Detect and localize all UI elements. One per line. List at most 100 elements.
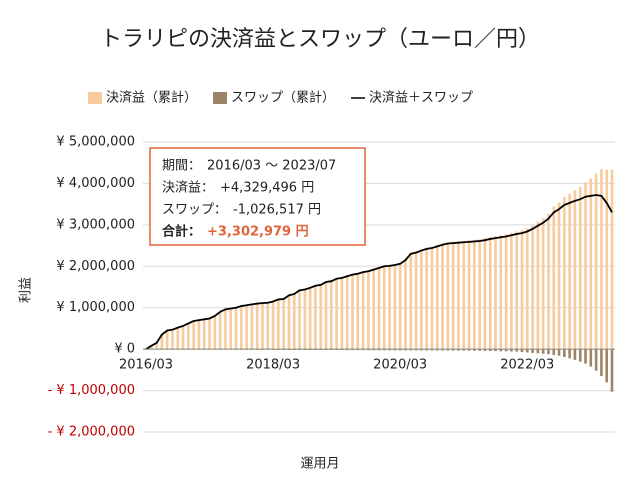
bar — [181, 325, 185, 350]
bar — [435, 245, 439, 350]
bar — [584, 182, 587, 350]
bar — [176, 327, 180, 350]
y-tick-label: ¥ 2,000,000 — [56, 259, 135, 274]
bar — [446, 349, 450, 351]
annotation-text: 2016/03 ～ 2023/07 — [207, 159, 336, 174]
bar — [398, 349, 402, 351]
bar — [335, 277, 338, 350]
bar — [547, 349, 550, 355]
bar — [240, 305, 243, 350]
annotation-label: 決済益： — [162, 180, 214, 196]
x-tick-label: 2016/03 — [119, 358, 173, 373]
bar — [356, 349, 360, 351]
bar — [504, 349, 508, 352]
legend-label: スワップ（累計） — [231, 90, 335, 106]
bar — [292, 293, 296, 350]
bar — [218, 311, 222, 350]
bar — [435, 349, 439, 351]
bar — [494, 349, 497, 352]
bar — [589, 178, 593, 350]
bar — [531, 225, 534, 350]
bar — [425, 349, 428, 351]
bar — [298, 289, 301, 350]
bar — [202, 318, 206, 350]
bar — [393, 263, 397, 350]
bar — [473, 239, 476, 350]
y-axis-label: 利益 — [19, 277, 34, 303]
bar — [488, 349, 492, 352]
bar — [605, 169, 609, 350]
bar — [600, 168, 603, 350]
bar — [382, 265, 386, 350]
bar — [155, 342, 158, 350]
bar — [457, 241, 460, 350]
bar — [213, 315, 217, 350]
x-tick-label: 2022/03 — [500, 358, 554, 373]
bar — [594, 349, 598, 371]
bar — [287, 294, 291, 350]
bar — [409, 349, 413, 351]
y-tick-label: ¥ 1,000,000 — [56, 300, 135, 315]
bar — [520, 230, 524, 350]
bar — [303, 288, 307, 350]
bar — [510, 349, 513, 352]
bar — [478, 349, 481, 351]
bar — [573, 190, 577, 350]
bar — [197, 319, 201, 350]
annotation-text: +3,302,979 円 — [207, 225, 309, 240]
bar — [361, 271, 365, 350]
x-tick-label: 2020/03 — [373, 358, 427, 373]
annotation-label: 合計： — [162, 224, 201, 240]
bar — [547, 213, 550, 350]
bar — [525, 228, 529, 350]
bar — [377, 266, 381, 350]
bar — [552, 349, 556, 355]
bar — [430, 349, 434, 351]
y-tick-label: - ¥ 1,000,000 — [48, 383, 135, 398]
annotation-label: スワップ： — [162, 203, 227, 218]
bar — [314, 284, 317, 350]
bar — [446, 242, 450, 350]
bar — [361, 349, 365, 351]
bar — [345, 275, 349, 350]
bar — [510, 232, 513, 350]
bar — [192, 320, 195, 350]
line — [145, 194, 613, 350]
bar — [420, 249, 423, 350]
bar — [610, 169, 614, 350]
y-tick-label: ¥ 5,000,000 — [56, 135, 135, 150]
y-tick-label: - ¥ 2,000,000 — [48, 425, 135, 440]
bar — [404, 349, 407, 351]
bar — [483, 238, 487, 350]
chart-title: トラリピの決済益とスワップ（ユーロ／円） — [100, 27, 540, 52]
bar — [266, 302, 270, 350]
bar — [356, 272, 360, 350]
bar — [165, 330, 169, 350]
legend-label: 決済益（累計） — [106, 90, 197, 106]
bar — [499, 349, 503, 352]
bar — [367, 349, 370, 351]
bar — [208, 318, 211, 350]
bar — [351, 273, 354, 350]
bar — [340, 276, 344, 350]
bar — [319, 284, 323, 350]
bar — [536, 221, 540, 350]
bar — [377, 349, 381, 351]
bar — [478, 239, 481, 350]
bar — [441, 349, 444, 351]
bar — [398, 262, 402, 350]
bar — [610, 349, 614, 392]
bar — [462, 349, 466, 351]
bar — [330, 280, 333, 350]
bar — [584, 349, 587, 364]
bar — [187, 323, 190, 350]
bar — [525, 349, 529, 353]
annotation-box — [149, 147, 366, 246]
bar — [372, 349, 376, 351]
bar — [245, 304, 248, 350]
bar — [414, 251, 418, 350]
annotation: 期間： 2016/03 ～ 2023/07 決済益： +4,329,496 円スワップ… — [149, 147, 366, 246]
bar — [499, 235, 503, 350]
bar — [520, 349, 524, 353]
legend-swatch — [88, 92, 102, 104]
